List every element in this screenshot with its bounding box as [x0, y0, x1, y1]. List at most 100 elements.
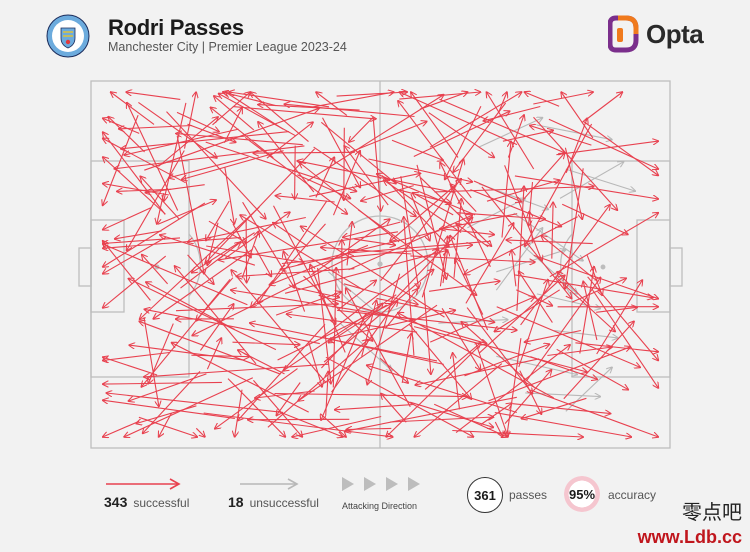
successful-legend: 343 successful [104, 494, 189, 510]
opta-mark-icon [608, 15, 639, 53]
successful-pass-arrow [266, 122, 313, 159]
successful-pass-arrow [103, 241, 151, 301]
right-goal [669, 247, 683, 287]
successful-pass-arrow [171, 343, 309, 413]
successful-pass-arrow [408, 323, 472, 399]
successful-pass-arrow [466, 307, 532, 394]
successful-pass-arrow [250, 323, 438, 362]
successful-pass-arrow [412, 193, 454, 216]
successful-pass-arrow [415, 358, 540, 385]
successful-pass-arrow [227, 378, 285, 437]
successful-pass-arrow [583, 121, 659, 176]
successful-pass-arrow [419, 92, 468, 110]
successful-pass-arrow [571, 278, 627, 303]
successful-pass-arrow [486, 92, 535, 170]
successful-pass-arrow [103, 237, 181, 244]
successful-pass-arrow [108, 117, 145, 153]
unsuccessful-pass-arrow [536, 124, 612, 140]
successful-pass-arrow [556, 141, 658, 156]
successful-pass-arrow [439, 98, 564, 153]
successful-pass-arrow [199, 304, 233, 351]
successful-pass-arrow [429, 297, 535, 343]
successful-pass-arrow [470, 189, 561, 227]
successful-pass-arrow [556, 348, 629, 389]
successful-pass-arrow [504, 370, 552, 424]
successful-pass-arrow [244, 136, 347, 214]
successful-pass-arrow [596, 280, 643, 355]
successful-pass-arrow [103, 351, 170, 361]
successful-pass-arrow [144, 309, 320, 345]
successful-pass-arrow [175, 304, 338, 312]
successful-pass-arrow [143, 371, 201, 433]
successful-pass-arrow [238, 324, 326, 420]
successful-pass-arrow [389, 217, 472, 305]
successful-pass-arrow [253, 152, 355, 153]
passes-label: passes [509, 488, 548, 502]
successful-pass-arrow [103, 132, 166, 215]
successful-pass-arrow [348, 215, 473, 271]
successful-pass-arrow [253, 245, 271, 277]
unsuccessful-pass-arrow [525, 392, 600, 397]
successful-pass-arrow [480, 403, 512, 425]
successful-pass-arrow [176, 134, 303, 146]
successful-pass-arrow [533, 254, 659, 298]
successful-pass-arrow [442, 250, 448, 284]
successful-pass-arrow [565, 118, 587, 173]
page-subtitle: Manchester City | Premier League 2023-24 [108, 40, 347, 54]
right-six-yard-box [636, 219, 671, 313]
successful-pass-arrow [206, 200, 230, 241]
successful-pass-arrow [320, 413, 347, 437]
successful-pass-arrow [530, 126, 592, 146]
successful-pass-arrow [103, 207, 152, 230]
successful-pass-arrow [310, 265, 346, 353]
successful-pass-arrow [563, 321, 634, 400]
successful-pass-arrow [139, 321, 281, 375]
successful-pass-arrow [399, 92, 518, 146]
successful-pass-arrow [473, 180, 522, 202]
successful-pass-arrow [169, 156, 249, 178]
successful-pass-arrow [440, 163, 491, 267]
successful-pass-arrow [176, 135, 204, 274]
successful-pass-arrow [195, 427, 205, 437]
successful-pass-arrow [453, 102, 507, 172]
successful-pass-arrow [103, 114, 139, 205]
successful-pass-arrow [205, 141, 357, 191]
successful-pass-arrow [232, 106, 376, 119]
successful-pass-arrow [502, 130, 554, 142]
successful-pass-arrow [276, 382, 301, 416]
successful-pass-arrow [398, 313, 554, 399]
successful-pass-arrow [349, 121, 427, 153]
successful-pass-arrow [301, 226, 445, 318]
unsuccessful-arrow-icon [240, 478, 299, 490]
successful-pass-arrow [318, 294, 487, 343]
successful-pass-arrow [464, 216, 578, 275]
successful-pass-arrow [144, 108, 319, 171]
successful-pass-arrow [106, 393, 284, 413]
successful-pass-arrow [456, 212, 546, 219]
successful-pass-arrow [579, 266, 594, 354]
successful-pass-arrow [157, 200, 216, 225]
successful-pass-arrow [521, 397, 587, 418]
successful-pass-arrow [416, 164, 446, 279]
successful-pass-arrow [316, 92, 348, 116]
successful-pass-arrow [138, 101, 217, 158]
unsuccessful-legend: 18 unsuccessful [228, 494, 319, 510]
successful-pass-arrow [331, 310, 455, 340]
successful-pass-arrow [255, 390, 315, 398]
successful-pass-arrow [496, 306, 641, 368]
successful-pass-arrow [465, 223, 514, 304]
successful-pass-arrow [455, 345, 570, 434]
successful-pass-arrow [525, 123, 593, 246]
header: Rodri Passes Manchester City | Premier L… [0, 0, 750, 70]
successful-pass-arrow [157, 192, 165, 224]
successful-pass-arrow [345, 396, 517, 431]
successful-pass-arrow [524, 329, 582, 343]
unsuccessful-count: 18 [228, 494, 244, 510]
successful-pass-arrow [226, 92, 284, 130]
successful-pass-arrow [293, 286, 340, 297]
successful-pass-arrow [138, 416, 198, 437]
successful-pass-arrow [421, 159, 463, 298]
successful-pass-arrow [423, 290, 431, 374]
successful-pass-arrow [103, 236, 167, 274]
legend: 343 successful 18 unsuccessful 361 passe… [0, 462, 750, 552]
